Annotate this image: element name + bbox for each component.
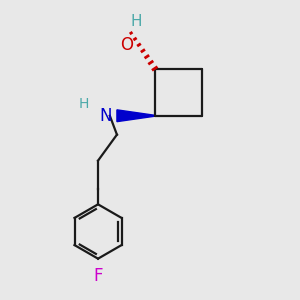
Text: H: H bbox=[130, 14, 142, 29]
Text: N: N bbox=[100, 107, 112, 125]
Text: H: H bbox=[78, 97, 88, 111]
Text: O: O bbox=[120, 36, 133, 54]
Text: F: F bbox=[93, 267, 103, 285]
Polygon shape bbox=[117, 110, 155, 122]
